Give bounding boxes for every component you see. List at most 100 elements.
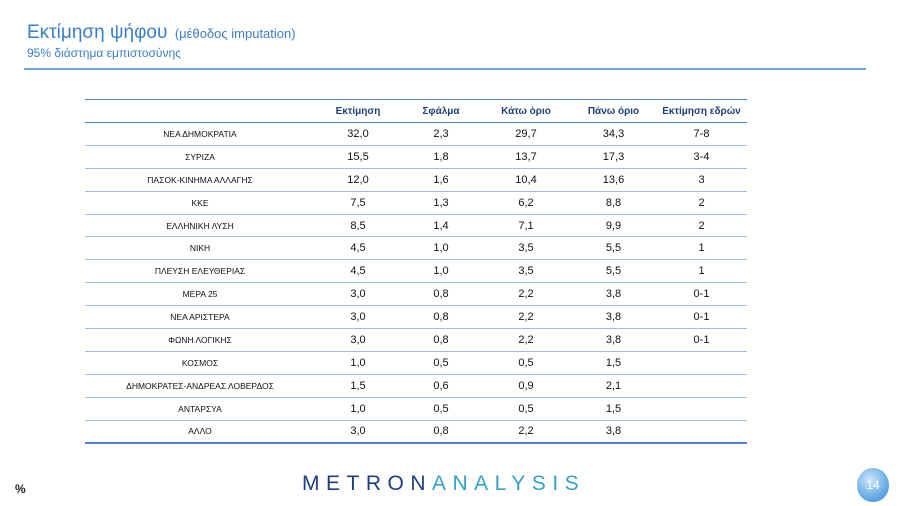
upper-bound-cell: 3,8 — [571, 282, 656, 307]
error-cell: 1,4 — [401, 214, 481, 238]
estimate-cell: 3,0 — [315, 420, 401, 444]
upper-bound-cell: 3,8 — [571, 420, 656, 444]
lower-bound-cell: 3,5 — [481, 236, 571, 261]
error-cell: 1,6 — [401, 168, 481, 192]
lower-bound-cell: 2,2 — [481, 282, 571, 307]
page-number-badge: 14 — [857, 468, 889, 502]
estimate-cell: 1,0 — [315, 351, 401, 375]
logo-part-metron: METRON — [302, 472, 432, 495]
lower-bound-cell: 2,2 — [481, 305, 571, 330]
column-header-party — [85, 99, 315, 123]
seats-cell: 1 — [656, 259, 747, 284]
table-body: ΝΕΑ ΔΗΜΟΚΡΑΤΙΑ 32,0 2,3 29,7 34,3 7-8 ΣΥΡΙΖΑ 15… — [85, 122, 747, 444]
table-row: ΑΝΤΑΡΣΥΑ 1,0 0,5 0,5 1,5 — [85, 397, 747, 421]
seats-cell: 7-8 — [656, 122, 747, 146]
error-cell: 1,3 — [401, 191, 481, 215]
estimate-cell: 1,0 — [315, 397, 401, 421]
seats-cell — [656, 420, 747, 444]
table-row: ΝΕΑ ΔΗΜΟΚΡΑΤΙΑ 32,0 2,3 29,7 34,3 7-8 — [85, 122, 747, 146]
upper-bound-cell: 5,5 — [571, 236, 656, 261]
lower-bound-cell: 0,5 — [481, 351, 571, 375]
table-row: ΚΟΣΜΟΣ 1,0 0,5 0,5 1,5 — [85, 351, 747, 375]
error-cell: 1,0 — [401, 259, 481, 284]
party-name-cell: ΚΚΕ — [85, 191, 315, 215]
table-row: ΠΑΣΟΚ-ΚΙΝΗΜΑ ΑΛΛΑΓΗΣ 12,0 1,6 10,4 13,6 3 — [85, 168, 747, 192]
header-divider — [24, 68, 866, 70]
error-cell: 0,8 — [401, 305, 481, 330]
error-cell: 1,8 — [401, 145, 481, 169]
page-number: 14 — [866, 478, 880, 492]
party-name-cell: ΣΥΡΙΖΑ — [85, 145, 315, 169]
estimate-cell: 8,5 — [315, 214, 401, 238]
party-name-cell: ΚΟΣΜΟΣ — [85, 351, 315, 375]
estimate-cell: 7,5 — [315, 191, 401, 215]
lower-bound-cell: 29,7 — [481, 122, 571, 146]
upper-bound-cell: 2,1 — [571, 374, 656, 398]
seats-cell: 0-1 — [656, 282, 747, 307]
party-name-cell: ΠΑΣΟΚ-ΚΙΝΗΜΑ ΑΛΛΑΓΗΣ — [85, 168, 315, 192]
party-name-cell: ΝΙΚΗ — [85, 236, 315, 261]
upper-bound-cell: 5,5 — [571, 259, 656, 284]
party-name-cell: ΝΕΑ ΔΗΜΟΚΡΑΤΙΑ — [85, 122, 315, 146]
upper-bound-cell: 9,9 — [571, 214, 656, 238]
lower-bound-cell: 2,2 — [481, 328, 571, 352]
seats-cell: 2 — [656, 214, 747, 238]
table-row: ΣΥΡΙΖΑ 15,5 1,8 13,7 17,3 3-4 — [85, 145, 747, 169]
upper-bound-cell: 3,8 — [571, 328, 656, 352]
column-header-seats: Εκτίμηση εδρών — [656, 99, 747, 123]
upper-bound-cell: 3,8 — [571, 305, 656, 330]
party-name-cell: ΜΕΡΑ 25 — [85, 282, 315, 307]
column-header-error: Σφάλμα — [401, 99, 481, 123]
seats-cell: 0-1 — [656, 305, 747, 330]
seats-cell — [656, 374, 747, 398]
seats-cell: 2 — [656, 191, 747, 215]
seats-cell: 3-4 — [656, 145, 747, 169]
estimate-cell: 32,0 — [315, 122, 401, 146]
error-cell: 2,3 — [401, 122, 481, 146]
slide-subtitle: 95% διάστημα εμπιστοσύνης — [27, 46, 181, 60]
estimate-cell: 4,5 — [315, 236, 401, 261]
estimate-cell: 12,0 — [315, 168, 401, 192]
column-header-upper-bound: Πάνω όριο — [571, 99, 656, 123]
party-name-cell: ΔΗΜΟΚΡΑΤΕΣ-ΑΝΔΡΕΑΣ ΛΟΒΕΡΔΟΣ — [85, 374, 315, 398]
table-row: ΝΕΑ ΑΡΙΣΤΕΡΑ 3,0 0,8 2,2 3,8 0-1 — [85, 305, 747, 330]
upper-bound-cell: 1,5 — [571, 397, 656, 421]
party-name-cell: ΑΛΛΟ — [85, 420, 315, 444]
party-name-cell: ΕΛΛΗΝΙΚΗ ΛΥΣΗ — [85, 214, 315, 238]
party-name-cell: ΠΛΕΥΣΗ ΕΛΕΥΘΕΡΙΑΣ — [85, 259, 315, 284]
party-name-cell: ΝΕΑ ΑΡΙΣΤΕΡΑ — [85, 305, 315, 330]
error-cell: 0,8 — [401, 328, 481, 352]
vote-estimate-table: Εκτίμηση Σφάλμα Κάτω όριο Πάνω όριο Εκτί… — [85, 99, 747, 444]
table-row: ΠΛΕΥΣΗ ΕΛΕΥΘΕΡΙΑΣ 4,5 1,0 3,5 5,5 1 — [85, 259, 747, 284]
error-cell: 0,6 — [401, 374, 481, 398]
slide-title-note: (μέθοδος imputation) — [174, 26, 296, 41]
table-row: ΑΛΛΟ 3,0 0,8 2,2 3,8 — [85, 420, 747, 444]
error-cell: 0,5 — [401, 397, 481, 421]
table-row: ΜΕΡΑ 25 3,0 0,8 2,2 3,8 0-1 — [85, 282, 747, 307]
error-cell: 1,0 — [401, 236, 481, 261]
upper-bound-cell: 17,3 — [571, 145, 656, 169]
estimate-cell: 4,5 — [315, 259, 401, 284]
party-name-cell: ΑΝΤΑΡΣΥΑ — [85, 397, 315, 421]
estimate-cell: 1,5 — [315, 374, 401, 398]
lower-bound-cell: 7,1 — [481, 214, 571, 238]
error-cell: 0,8 — [401, 282, 481, 307]
table-header-row: Εκτίμηση Σφάλμα Κάτω όριο Πάνω όριο Εκτί… — [85, 99, 747, 123]
party-name-cell: ΦΩΝΗ ΛΟΓΙΚΗΣ — [85, 328, 315, 352]
table-row: ΔΗΜΟΚΡΑΤΕΣ-ΑΝΔΡΕΑΣ ΛΟΒΕΡΔΟΣ 1,5 0,6 0,9 2,1 — [85, 374, 747, 398]
lower-bound-cell: 2,2 — [481, 420, 571, 444]
metron-analysis-logo: METRONANALYSIS — [302, 472, 585, 496]
seats-cell: 0-1 — [656, 328, 747, 352]
slide-title: Εκτίμηση ψήφου (μέθοδος imputation) — [27, 22, 296, 44]
upper-bound-cell: 1,5 — [571, 351, 656, 375]
lower-bound-cell: 3,5 — [481, 259, 571, 284]
table-row: ΦΩΝΗ ΛΟΓΙΚΗΣ 3,0 0,8 2,2 3,8 0-1 — [85, 328, 747, 352]
table-row: ΝΙΚΗ 4,5 1,0 3,5 5,5 1 — [85, 236, 747, 261]
upper-bound-cell: 34,3 — [571, 122, 656, 146]
lower-bound-cell: 13,7 — [481, 145, 571, 169]
upper-bound-cell: 13,6 — [571, 168, 656, 192]
seats-cell: 1 — [656, 236, 747, 261]
lower-bound-cell: 6,2 — [481, 191, 571, 215]
lower-bound-cell: 10,4 — [481, 168, 571, 192]
error-cell: 0,8 — [401, 420, 481, 444]
